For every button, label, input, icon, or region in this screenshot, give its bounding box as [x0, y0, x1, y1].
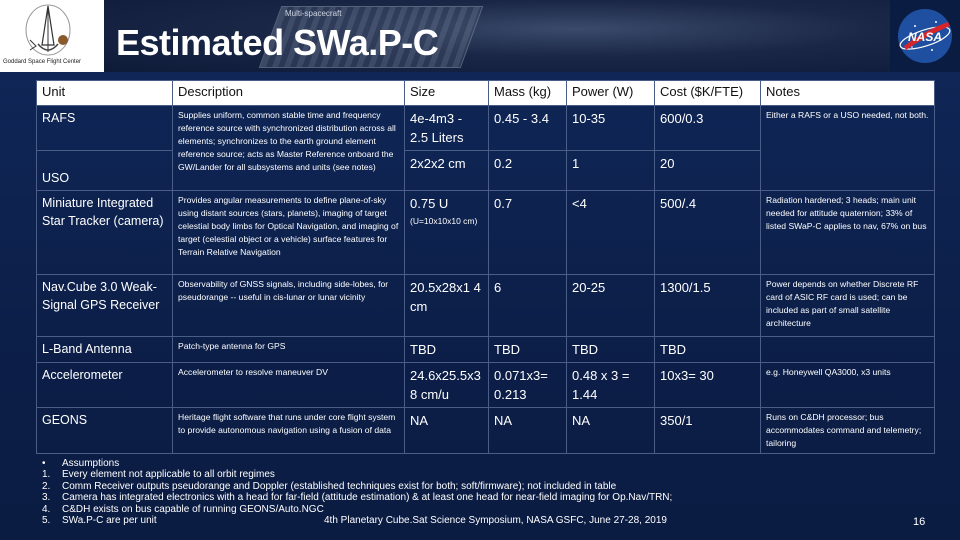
- notes-cell: Either a RAFS or a USO needed, not both.: [760, 105, 935, 191]
- footnotes: • Assumptions 1. Every element not applica…: [42, 458, 672, 526]
- footnote-marker: 2.: [42, 480, 51, 492]
- notes-cell: Runs on C&DH processor; bus accommodates…: [760, 407, 935, 454]
- notes-cell: [760, 336, 935, 363]
- nasa-logo: NASA: [890, 0, 960, 72]
- table-row: Nav.Cube 3.0 Weak-Signal GPS Receiver Ob…: [36, 274, 935, 337]
- table-row: RAFS Supplies uniform, common stable tim…: [36, 105, 935, 191]
- footnote-text: Camera has integrated electronics with a…: [62, 492, 673, 504]
- power-cell: 1: [566, 150, 655, 191]
- footnote-item: 5. SWa.P-C are per unit: [42, 515, 672, 526]
- power-cell: <4: [566, 190, 655, 275]
- unit-cell: USO: [36, 150, 173, 191]
- size-value: 0.75 U: [410, 196, 449, 211]
- footnote-text: Assumptions: [62, 458, 120, 469]
- cost-cell: 500/.4: [654, 190, 761, 275]
- conference-footer: 4th Planetary Cube.Sat Science Symposium…: [324, 515, 667, 526]
- nasa-logo-text: NASA: [908, 30, 942, 44]
- mass-cell: NA: [488, 407, 567, 454]
- footnote-text: C&DH exists on bus capable of running GE…: [62, 503, 324, 515]
- footnote-text: SWa.P-C are per unit: [62, 515, 157, 527]
- footnote-marker: 5.: [42, 515, 51, 527]
- footnote-marker: 1.: [42, 469, 51, 481]
- col-header-unit: Unit: [36, 80, 173, 106]
- notes-cell: e.g. Honeywell QA3000, x3 units: [760, 362, 935, 408]
- gsfc-logo: Goddard Space Flight Center: [0, 0, 104, 72]
- description-cell: Supplies uniform, common stable time and…: [172, 105, 405, 191]
- cost-cell: 600/0.3: [654, 105, 761, 151]
- size-cell: 0.75 U (U=10x10x10 cm): [404, 190, 489, 275]
- gsfc-caption: Goddard Space Flight Center: [3, 59, 82, 65]
- cost-cell: TBD: [654, 336, 761, 363]
- footnote-marker: •: [42, 458, 46, 469]
- table-row: Accelerometer Accelerometer to resolve m…: [36, 362, 935, 408]
- size-cell: TBD: [404, 336, 489, 363]
- mass-cell: 0.7: [488, 190, 567, 275]
- swapc-table: Unit Description Size Mass (kg) Power (W…: [36, 80, 935, 454]
- description-cell: Heritage flight software that runs under…: [172, 407, 405, 454]
- col-header-mass: Mass (kg): [488, 80, 567, 106]
- mass-cell: 0.071x3= 0.213: [488, 362, 567, 408]
- mass-cell: TBD: [488, 336, 567, 363]
- header: Multi-spacecraft Goddard Space Flight Ce…: [0, 0, 960, 72]
- footnote-text: Every element not applicable to all orbi…: [62, 469, 275, 481]
- unit-cell: Accelerometer: [36, 362, 173, 408]
- cost-cell: 10x3= 30: [654, 362, 761, 408]
- table-row: Miniature Integrated Star Tracker (camer…: [36, 190, 935, 275]
- table-row: USO 2x2x2 cm 0.2 1 20: [36, 150, 935, 191]
- unit-cell: Miniature Integrated Star Tracker (camer…: [36, 190, 173, 275]
- footnote-item: • Assumptions: [42, 458, 672, 469]
- unit-cell: GEONS: [36, 407, 173, 454]
- size-cell: NA: [404, 407, 489, 454]
- cost-cell: 350/1: [654, 407, 761, 454]
- power-cell: NA: [566, 407, 655, 454]
- size-cell: 24.6x25.5x3 8 cm/u: [404, 362, 489, 408]
- description-cell: Observability of GNSS signals, including…: [172, 274, 405, 337]
- power-cell: 20-25: [566, 274, 655, 337]
- description-cell: Accelerometer to resolve maneuver DV: [172, 362, 405, 408]
- footnote-item: 1. Every element not applicable to all or…: [42, 469, 672, 480]
- background-image-label: Multi-spacecraft: [285, 9, 342, 18]
- notes-cell: Power depends on whether Discrete RF car…: [760, 274, 935, 337]
- mass-cell: 0.45 - 3.4: [488, 105, 567, 151]
- mass-cell: 6: [488, 274, 567, 337]
- page-number: 16: [913, 516, 926, 528]
- size-unit-note: (U=10x10x10 cm): [410, 216, 478, 226]
- footnote-marker: 4.: [42, 503, 51, 515]
- cost-cell: 20: [654, 150, 761, 191]
- unit-cell: L-Band Antenna: [36, 336, 173, 363]
- table-header-row: Unit Description Size Mass (kg) Power (W…: [36, 80, 935, 106]
- footnote-text: Comm Receiver outputs pseudorange and Do…: [62, 480, 617, 492]
- description-cell: Patch-type antenna for GPS: [172, 336, 405, 363]
- footnote-item: 2. Comm Receiver outputs pseudorange and …: [42, 481, 672, 492]
- col-header-description: Description: [172, 80, 405, 106]
- size-cell: 4e-4m3 - 2.5 Liters: [404, 105, 489, 151]
- table-row: L-Band Antenna Patch-type antenna for GP…: [36, 336, 935, 363]
- header-background-image: [104, 0, 890, 72]
- power-cell: 0.48 x 3 = 1.44: [566, 362, 655, 408]
- power-cell: TBD: [566, 336, 655, 363]
- unit-cell: RAFS: [36, 105, 173, 151]
- footnote-marker: 3.: [42, 492, 51, 504]
- notes-cell: Radiation hardened; 3 heads; main unit n…: [760, 190, 935, 275]
- cost-cell: 1300/1.5: [654, 274, 761, 337]
- gsfc-emblem-icon: [25, 4, 71, 56]
- nasa-meatball-icon: NASA: [898, 9, 952, 63]
- footnote-item: 3. Camera has integrated electronics with…: [42, 492, 672, 503]
- size-cell: 2x2x2 cm: [404, 150, 489, 191]
- col-header-cost: Cost ($K/FTE): [654, 80, 761, 106]
- power-cell: 10-35: [566, 105, 655, 151]
- col-header-power: Power (W): [566, 80, 655, 106]
- mass-cell: 0.2: [488, 150, 567, 191]
- description-cell: Provides angular measurements to define …: [172, 190, 405, 275]
- footnote-item: 4. C&DH exists on bus capable of running …: [42, 504, 672, 515]
- unit-cell: Nav.Cube 3.0 Weak-Signal GPS Receiver: [36, 274, 173, 337]
- col-header-notes: Notes: [760, 80, 935, 106]
- col-header-size: Size: [404, 80, 489, 106]
- size-cell: 20.5x28x1 4 cm: [404, 274, 489, 337]
- slide-title: Estimated SWa.P-C: [116, 22, 439, 63]
- table-row: GEONS Heritage flight software that runs…: [36, 407, 935, 454]
